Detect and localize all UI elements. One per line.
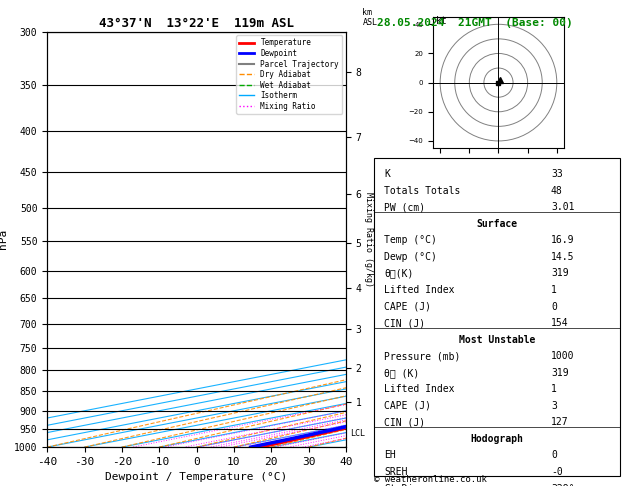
Text: Pressure (mb): Pressure (mb) xyxy=(384,351,460,361)
Text: EH: EH xyxy=(384,451,396,461)
Text: CIN (J): CIN (J) xyxy=(384,318,425,328)
Text: kt: kt xyxy=(436,17,448,26)
Text: 3: 3 xyxy=(551,401,557,411)
Title: 43°37'N  13°22'E  119m ASL: 43°37'N 13°22'E 119m ASL xyxy=(99,17,294,31)
Y-axis label: hPa: hPa xyxy=(0,229,8,249)
Text: 3.01: 3.01 xyxy=(551,202,574,212)
Text: 0: 0 xyxy=(551,451,557,461)
Legend: Temperature, Dewpoint, Parcel Trajectory, Dry Adiabat, Wet Adiabat, Isotherm, Mi: Temperature, Dewpoint, Parcel Trajectory… xyxy=(236,35,342,114)
Text: SREH: SREH xyxy=(384,467,408,477)
Text: -0: -0 xyxy=(551,467,562,477)
Text: © weatheronline.co.uk: © weatheronline.co.uk xyxy=(374,474,487,484)
Text: θᴄ (K): θᴄ (K) xyxy=(384,368,420,378)
Text: 319: 319 xyxy=(551,268,569,278)
Text: 127: 127 xyxy=(551,417,569,427)
Text: Totals Totals: Totals Totals xyxy=(384,186,460,196)
Text: 154: 154 xyxy=(551,318,569,328)
Text: km
ASL: km ASL xyxy=(362,8,377,27)
Text: K: K xyxy=(384,169,390,179)
Text: CIN (J): CIN (J) xyxy=(384,417,425,427)
Text: Dewp (°C): Dewp (°C) xyxy=(384,252,437,262)
Text: 1: 1 xyxy=(551,384,557,394)
Text: Lifted Index: Lifted Index xyxy=(384,285,455,295)
Text: Hodograph: Hodograph xyxy=(470,434,523,444)
Text: θᴀ(K): θᴀ(K) xyxy=(384,268,413,278)
Text: 33: 33 xyxy=(551,169,562,179)
Text: 0: 0 xyxy=(551,301,557,312)
Text: CAPE (J): CAPE (J) xyxy=(384,401,431,411)
Text: 329°: 329° xyxy=(551,484,574,486)
FancyBboxPatch shape xyxy=(374,158,620,476)
Text: Most Unstable: Most Unstable xyxy=(459,335,535,345)
Text: Temp (°C): Temp (°C) xyxy=(384,235,437,245)
Text: Lifted Index: Lifted Index xyxy=(384,384,455,394)
Text: CAPE (J): CAPE (J) xyxy=(384,301,431,312)
Text: 319: 319 xyxy=(551,368,569,378)
Text: 16.9: 16.9 xyxy=(551,235,574,245)
Text: LCL: LCL xyxy=(350,429,365,438)
X-axis label: Dewpoint / Temperature (°C): Dewpoint / Temperature (°C) xyxy=(106,472,287,483)
Text: 1000: 1000 xyxy=(551,351,574,361)
Y-axis label: Mixing Ratio (g/kg): Mixing Ratio (g/kg) xyxy=(364,192,372,287)
Text: 14.5: 14.5 xyxy=(551,252,574,262)
Text: StmDir: StmDir xyxy=(384,484,420,486)
Text: 48: 48 xyxy=(551,186,562,196)
Text: 28.05.2024  21GMT  (Base: 00): 28.05.2024 21GMT (Base: 00) xyxy=(377,18,573,29)
Text: Surface: Surface xyxy=(476,219,518,229)
Text: PW (cm): PW (cm) xyxy=(384,202,425,212)
Text: 1: 1 xyxy=(551,285,557,295)
